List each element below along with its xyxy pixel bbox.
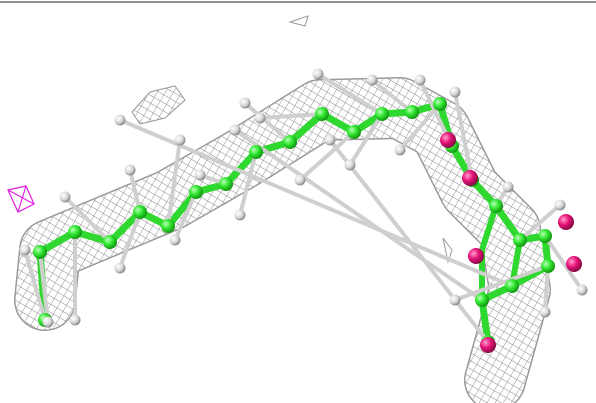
carbon-atom [33,245,47,259]
oxygen-atom [480,337,496,353]
h-bond [166,139,182,227]
carbon-atom [68,225,82,239]
oxygen-atom [440,132,456,148]
h-bond [243,101,292,144]
carbon-atom [489,199,503,213]
h-bond [118,211,142,269]
carbon-atom [133,205,147,219]
mesh-fragment [288,15,309,27]
hydrogen-atom [554,199,566,211]
hydrogen-atom [19,244,31,256]
hydrogen-atom [414,74,426,86]
h-bond [543,265,550,313]
carbon-atom [433,97,447,111]
h-bond [316,72,384,116]
h-bond [173,191,198,241]
h-bond [518,203,562,242]
h-bond [119,118,513,288]
hydrogen-atom [312,68,324,80]
hydrogen-atom [169,234,181,246]
h-bond [298,130,356,182]
oxygen-atom [468,248,484,264]
h-bond [23,249,47,321]
hydrogen-atom [366,74,378,86]
hydrogen-atom [69,314,81,326]
hydrogen-atom [59,191,71,203]
carbon-atom [475,293,489,307]
mesh-body [15,78,550,403]
carbon-atom [161,219,175,233]
h-bond [63,195,112,244]
hydrogen-atom [114,262,126,274]
hydrogen-atom [229,124,241,136]
carbon-atom [189,185,203,199]
carbon-atom [538,229,552,243]
hydrogen-atom [239,97,251,109]
carbon-atom [513,233,527,247]
hydrogen-atom [294,174,306,186]
h-bond [128,169,142,213]
carbon-atom [375,107,389,121]
hydrogen-atom [449,294,461,306]
h-bond [453,91,474,181]
hydrogen-atom [539,306,551,318]
h-bond [348,112,384,167]
carbon-atom [505,279,519,293]
h-bond [370,78,414,114]
h-bond [259,112,323,120]
h-bond [238,151,258,216]
hydrogen-atom [254,112,266,124]
carbon-atom [103,235,117,249]
mesh-fragment [442,237,453,264]
oxygen-atom [462,170,478,186]
hydrogen-atom [174,134,186,146]
hydrogen-atom [324,134,336,146]
bonds [23,72,584,344]
oxygen-atom [566,256,582,272]
carbon-atom [219,177,233,191]
hydrogen-atom [449,86,461,98]
h-bond [233,128,484,302]
carbon-atom [405,105,419,119]
carbon-atom [541,259,555,273]
hydrogen-atom [194,169,206,181]
mesh-fragment [131,85,186,125]
carbon-atom [347,125,361,139]
hydrogen-atom [42,316,54,328]
hydrogen-atom [124,164,136,176]
hydrogen-atom [576,284,588,296]
h-bond [543,234,584,292]
h-bond [328,138,490,344]
carbon-atom [249,145,263,159]
hydrogen-atom [344,159,356,171]
hydrogen-atom [394,144,406,156]
hydrogen-atom [234,209,246,221]
oxygen-atom [558,214,574,230]
atoms [19,68,588,353]
mesh-fragment-magenta [7,185,35,213]
hydrogen-atom [502,181,514,193]
density-mesh [7,15,551,403]
hydrogen-atom [114,114,126,126]
carbon-atom [283,135,297,149]
h-bond [38,251,50,323]
carbon-atom [315,107,329,121]
